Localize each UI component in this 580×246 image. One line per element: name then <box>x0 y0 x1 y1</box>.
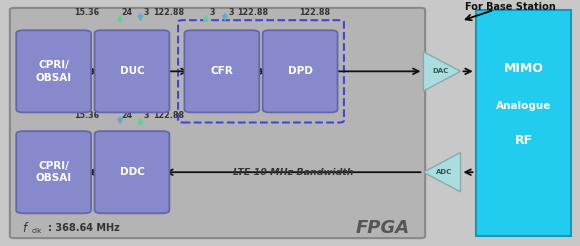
Text: FPGA: FPGA <box>356 218 410 237</box>
Text: MIMO: MIMO <box>503 62 543 75</box>
Polygon shape <box>423 153 461 192</box>
Text: 122.88: 122.88 <box>237 8 268 17</box>
Text: ADC: ADC <box>436 169 452 175</box>
Text: $f$: $f$ <box>22 221 30 234</box>
FancyBboxPatch shape <box>476 10 571 236</box>
FancyBboxPatch shape <box>16 30 91 112</box>
Text: For Base Station: For Base Station <box>465 2 556 12</box>
Text: : 368.64 MHz: : 368.64 MHz <box>48 223 120 232</box>
Text: 15.36: 15.36 <box>74 8 100 17</box>
Polygon shape <box>423 52 461 91</box>
Text: 15.36: 15.36 <box>74 111 100 120</box>
Text: 122.88: 122.88 <box>299 8 330 17</box>
FancyBboxPatch shape <box>95 131 169 213</box>
Text: DPD: DPD <box>288 66 313 76</box>
Text: DAC: DAC <box>432 68 448 74</box>
Text: 3: 3 <box>144 8 150 17</box>
Text: RF: RF <box>514 134 532 147</box>
Text: Analogue: Analogue <box>496 101 551 111</box>
Text: 122.88: 122.88 <box>153 111 184 120</box>
FancyBboxPatch shape <box>95 30 169 112</box>
Text: CPRI/
OBSAI: CPRI/ OBSAI <box>35 60 72 83</box>
Text: LTE 10 MHz Bandwidth: LTE 10 MHz Bandwidth <box>233 168 353 177</box>
Text: DDC: DDC <box>119 167 144 177</box>
Text: 3: 3 <box>229 8 234 17</box>
Text: 122.88: 122.88 <box>153 8 184 17</box>
FancyBboxPatch shape <box>10 8 425 238</box>
Text: 3: 3 <box>209 8 215 17</box>
Text: DUC: DUC <box>119 66 144 76</box>
Text: CFR: CFR <box>211 66 233 76</box>
FancyBboxPatch shape <box>16 131 91 213</box>
Text: clk: clk <box>31 228 42 234</box>
Text: CPRI/
OBSAI: CPRI/ OBSAI <box>35 161 72 184</box>
FancyBboxPatch shape <box>263 30 338 112</box>
Text: 24: 24 <box>121 111 132 120</box>
FancyBboxPatch shape <box>184 30 259 112</box>
Text: 3: 3 <box>144 111 150 120</box>
Text: 24: 24 <box>121 8 132 17</box>
